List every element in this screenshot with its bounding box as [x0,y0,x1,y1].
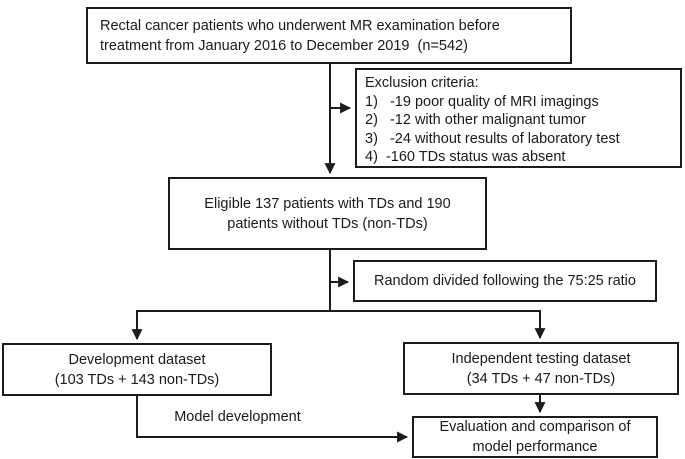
box-evaluation: Evaluation and comparison of model perfo… [412,416,658,458]
cohort-text-line1: Rectal cancer patients who underwent MR … [100,17,500,34]
eligible-text-line2: patients without TDs (non-TDs) [227,215,428,232]
evaluation-text-line1: Evaluation and comparison of [439,419,631,435]
eligible-text-line1: Eligible 137 patients with TDs and 190 [204,195,451,212]
random-split-text: Random divided following the 75:25 ratio [374,273,636,289]
exclusion-header: Exclusion criteria: [365,75,479,91]
exclusion-item-3: 3) -24 without results of laboratory tes… [365,130,620,147]
exclusion-item-2: 2) -12 with other malignant tumor [365,112,586,128]
box-testing-dataset: Independent testing dataset (34 TDs + 47… [403,342,679,395]
box-exclusion-criteria: Exclusion criteria: 1) -19 poor quality … [355,68,682,168]
development-counts: (103 TDs + 143 non-TDs) [54,371,220,388]
box-eligible-patients: Eligible 137 patients with TDs and 190 p… [168,177,487,250]
box-patient-cohort: Rectal cancer patients who underwent MR … [86,7,572,64]
testing-title: Independent testing dataset [451,350,631,367]
box-development-dataset: Development dataset (103 TDs + 143 non-T… [2,343,272,396]
cohort-text-line2: treatment from January 2016 to December … [100,37,468,54]
evaluation-text-line2: model performance [472,439,598,455]
exclusion-item-1: 1) -19 poor quality of MRI imagings [365,93,599,110]
development-title: Development dataset [68,351,206,368]
arrow-development-to-evaluation [136,395,409,443]
exclusion-item-4: 4) -160 TDs status was absent [365,149,566,165]
testing-counts: (34 TDs + 47 non-TDs) [466,370,616,387]
model-development-label: Model development [174,409,301,425]
box-random-split: Random divided following the 75:25 ratio [353,260,657,302]
